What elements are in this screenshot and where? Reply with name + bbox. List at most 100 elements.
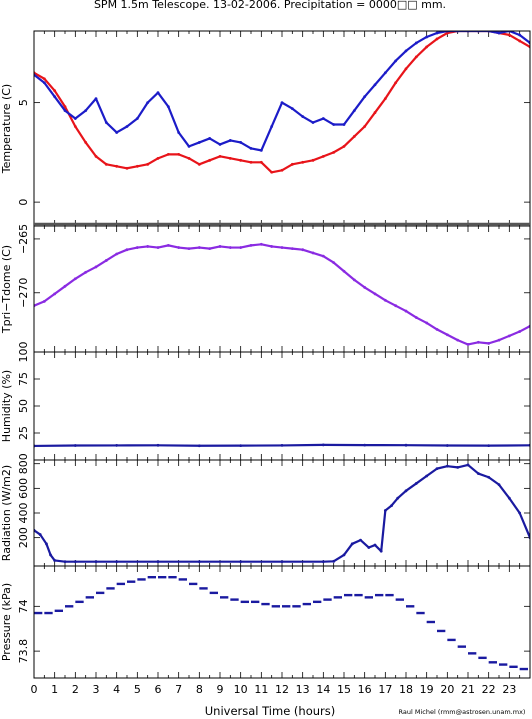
temperature-series-0-point — [259, 160, 263, 164]
x-tick-label: 23 — [502, 683, 516, 696]
radiation-panel: 200 400 600 800 Radiation (W/m2) — [0, 453, 531, 567]
tpri_tdome-series-0-point — [63, 284, 67, 288]
temperature-series-1-point — [404, 49, 408, 53]
humidity-panel: 25 50 75 100 Humidity (%) — [0, 342, 531, 461]
temperature-series-1-point — [146, 101, 150, 105]
tpri_tdome-y-axis-label: Tpri−Tdome (C) — [0, 245, 13, 334]
temperature-series-0-point — [249, 160, 253, 164]
pressure-point — [189, 582, 198, 586]
temperature-series-0-point — [301, 160, 305, 164]
x-tick-label: 10 — [234, 683, 248, 696]
humidity-series-0-point — [404, 443, 408, 447]
pressure-point — [137, 578, 146, 581]
radiation-series-0-point — [445, 464, 449, 468]
temperature-ytick-label: 5 — [17, 99, 30, 106]
temperature-series-0-point — [518, 39, 522, 43]
pressure-point — [199, 587, 208, 590]
x-tick-label: 13 — [296, 683, 310, 696]
radiation-series-0-point — [350, 542, 354, 546]
temperature-series-0-point — [290, 162, 294, 166]
temperature-series-1-point — [94, 97, 98, 101]
tpri_tdome-series-0-point — [456, 338, 460, 342]
temperature-series-1-point — [394, 59, 398, 63]
temperature-panel: 0 5 Temperature (C) — [0, 30, 531, 227]
pressure-point — [251, 600, 260, 604]
radiation-series-0-point — [45, 542, 48, 546]
tpri_tdome-series-0-point — [280, 246, 284, 249]
temperature-y-axis-label: Temperature (C) — [0, 84, 13, 174]
temperature-series-1-point — [187, 145, 191, 148]
temperature-series-0-point — [383, 97, 387, 101]
temperature-series-0-point — [228, 156, 232, 160]
pressure-point — [75, 600, 84, 604]
pressure-point — [344, 593, 353, 597]
pressure-point — [116, 582, 125, 586]
temperature-series-1-point — [518, 33, 522, 37]
temperature-series-1-point — [342, 123, 346, 126]
tpri_tdome-series-0-point — [135, 246, 139, 249]
temperature-series-0-point — [394, 81, 398, 85]
tpri_tdome-series-0-point — [42, 299, 46, 303]
x-tick-label: 9 — [217, 683, 224, 696]
temperature-series-1-point — [363, 95, 367, 99]
pressure-point — [457, 645, 466, 648]
radiation-series-0-point — [456, 465, 460, 469]
x-tick-label: 20 — [440, 683, 454, 696]
temperature-series-1-point — [497, 31, 501, 35]
radiation-ytick-label: 400 — [17, 503, 30, 524]
temperature-series-0-point — [218, 154, 222, 158]
temperature-series-1-point — [425, 35, 429, 39]
temperature-series-1-point — [435, 31, 439, 35]
radiation-series-0-point — [383, 509, 387, 512]
radiation-data — [34, 463, 530, 564]
x-tick-label: 12 — [275, 683, 289, 696]
tpri_tdome-series-0-point — [187, 247, 191, 251]
temperature-series-0-point — [115, 164, 119, 168]
tpri_tdome-series-0-line — [34, 243, 530, 346]
radiation-series-0-point — [359, 538, 362, 542]
tpri_tdome-series-0-point — [414, 316, 418, 319]
temperature-series-0-point — [270, 170, 274, 174]
tpri_tdome-series-0-point — [311, 251, 315, 255]
radiation-series-0-point — [156, 560, 160, 564]
x-tick-label: 5 — [134, 683, 141, 696]
humidity-series-0-point — [445, 444, 449, 447]
temperature-series-0-point — [373, 111, 377, 114]
tpri_tdome-series-0-point — [435, 327, 439, 331]
tpri_tdome-data — [34, 242, 530, 346]
temperature-series-1-point — [239, 141, 243, 144]
tpri_tdome-series-0-point — [156, 246, 160, 249]
x-tick-label: 16 — [358, 683, 372, 696]
pressure-point — [447, 638, 456, 642]
temperature-series-0-point — [53, 89, 57, 93]
tpri_tdome-series-0-point — [239, 246, 243, 249]
tpri_tdome-ytick-label: −265 — [17, 224, 30, 254]
tpri_tdome-frame — [33, 225, 531, 353]
pressure-point — [106, 587, 115, 590]
pressure-point — [168, 576, 177, 579]
temperature-series-1-point — [177, 131, 181, 134]
pressure-point — [323, 598, 332, 601]
radiation-series-0-point — [63, 560, 67, 564]
temperature-series-0-point — [280, 168, 284, 172]
radiation-series-0-point — [197, 560, 201, 564]
temperature-series-0-point — [208, 158, 212, 162]
temperature-series-1-line — [34, 31, 530, 152]
temperature-series-0-point — [104, 162, 108, 166]
tpri_tdome-series-0-point — [249, 243, 253, 247]
x-axis-label: Universal Time (hours) — [205, 704, 336, 718]
tpri_tdome-series-0-point — [363, 285, 367, 289]
pressure-point — [65, 605, 74, 608]
humidity-frame — [33, 351, 531, 461]
radiation-series-0-point — [94, 560, 98, 564]
temperature-series-1-point — [218, 143, 222, 146]
tpri_tdome-series-0-point — [73, 277, 77, 281]
pressure-point — [406, 605, 415, 608]
tpri_tdome-series-0-point — [197, 246, 201, 249]
pressure-point — [375, 593, 384, 597]
pressure-y-axis-label: Pressure (kPa) — [0, 583, 13, 661]
pressure-point — [499, 663, 508, 666]
temperature-series-1-point — [383, 71, 387, 75]
pressure-point — [416, 611, 425, 615]
